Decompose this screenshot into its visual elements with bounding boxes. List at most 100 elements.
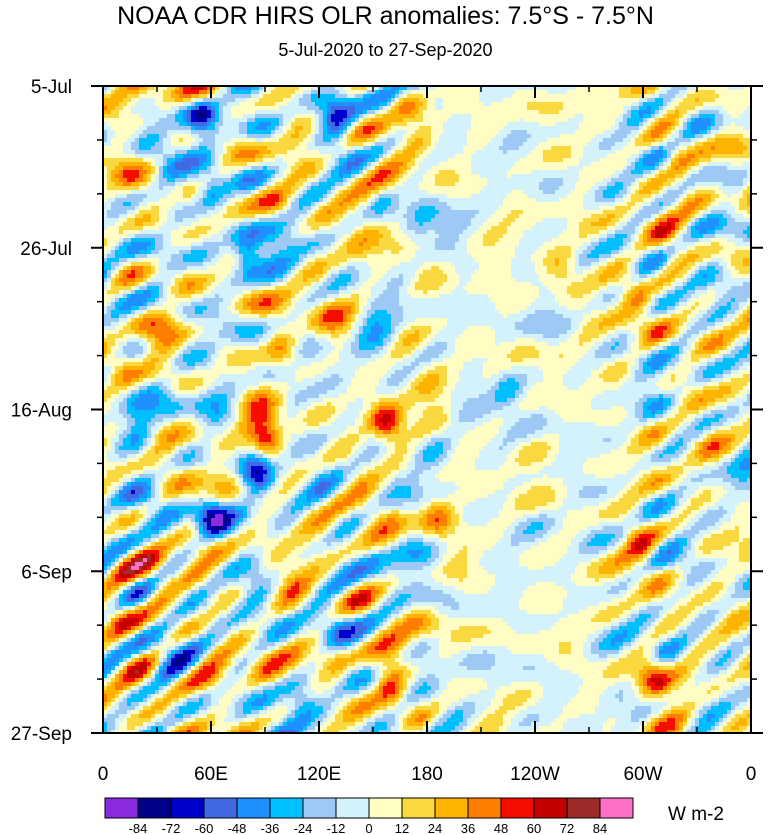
anomaly-cell <box>715 134 743 138</box>
anomaly-cell <box>255 190 259 194</box>
anomaly-cell <box>235 142 299 146</box>
anomaly-cell <box>427 230 435 234</box>
anomaly-cell <box>275 426 283 430</box>
anomaly-cell <box>215 86 219 90</box>
anomaly-cell <box>183 118 187 122</box>
anomaly-cell <box>715 298 719 302</box>
anomaly-cell <box>627 438 631 442</box>
anomaly-cell <box>707 290 715 294</box>
anomaly-cell <box>295 374 315 378</box>
anomaly-cell <box>315 406 335 410</box>
anomaly-cell <box>347 402 363 406</box>
anomaly-cell <box>139 450 143 454</box>
anomaly-cell <box>747 194 751 198</box>
anomaly-cell <box>379 134 387 138</box>
anomaly-cell <box>503 126 579 130</box>
anomaly-cell <box>115 350 123 354</box>
anomaly-cell <box>675 406 679 410</box>
anomaly-cell <box>707 138 715 142</box>
anomaly-cell <box>567 90 619 94</box>
anomaly-cell <box>335 330 347 334</box>
anomaly-cell <box>103 194 115 198</box>
anomaly-cell <box>211 178 231 182</box>
anomaly-cell <box>147 194 167 198</box>
anomaly-cell <box>343 322 347 326</box>
anomaly-cell <box>639 110 651 114</box>
anomaly-cell <box>335 242 343 246</box>
anomaly-cell <box>659 166 663 170</box>
anomaly-cell <box>415 106 419 110</box>
anomaly-cell <box>423 150 431 154</box>
anomaly-cell <box>355 226 363 230</box>
anomaly-cell <box>239 242 255 246</box>
anomaly-cell <box>211 170 219 174</box>
anomaly-cell <box>183 322 195 326</box>
anomaly-cell <box>671 406 675 410</box>
anomaly-cell <box>395 346 415 350</box>
anomaly-cell <box>155 266 159 270</box>
anomaly-cell <box>139 378 143 382</box>
anomaly-cell <box>651 334 663 338</box>
anomaly-cell <box>215 202 223 206</box>
anomaly-cell <box>103 170 107 174</box>
anomaly-cell <box>639 366 643 370</box>
anomaly-cell <box>647 130 651 134</box>
anomaly-cell <box>431 362 463 366</box>
anomaly-cell <box>407 226 467 230</box>
anomaly-cell <box>699 450 719 454</box>
anomaly-cell <box>363 146 371 150</box>
anomaly-cell <box>619 114 623 118</box>
anomaly-cell <box>283 198 287 202</box>
anomaly-cell <box>287 150 319 154</box>
anomaly-cell <box>347 182 351 186</box>
anomaly-cell <box>195 310 203 314</box>
anomaly-cell <box>215 134 247 138</box>
anomaly-cell <box>247 162 259 166</box>
anomaly-cell <box>419 278 447 282</box>
anomaly-cell <box>231 422 235 426</box>
anomaly-cell <box>123 442 131 446</box>
anomaly-cell <box>327 110 331 114</box>
anomaly-cell <box>351 334 355 338</box>
anomaly-cell <box>387 438 411 442</box>
anomaly-cell <box>355 370 387 374</box>
anomaly-cell <box>659 146 663 150</box>
anomaly-cell <box>175 162 199 166</box>
anomaly-cell <box>231 246 239 250</box>
anomaly-cell <box>191 118 199 122</box>
anomaly-cell <box>107 290 119 294</box>
anomaly-cell <box>607 282 639 286</box>
anomaly-cell <box>179 414 195 418</box>
anomaly-cell <box>671 434 675 438</box>
anomaly-cell <box>119 246 127 250</box>
anomaly-cell <box>203 454 211 458</box>
anomaly-cell <box>539 142 587 146</box>
anomaly-cell <box>695 118 711 122</box>
anomaly-cell <box>111 438 119 442</box>
anomaly-cell <box>239 298 243 302</box>
anomaly-cell <box>623 118 627 122</box>
anomaly-cell <box>231 266 239 270</box>
anomaly-cell <box>323 310 327 314</box>
anomaly-cell <box>103 190 131 194</box>
anomaly-cell <box>511 358 523 362</box>
anomaly-cell <box>475 426 499 430</box>
anomaly-cell <box>687 150 699 154</box>
anomaly-cell <box>227 90 231 94</box>
anomaly-cell <box>323 306 327 310</box>
anomaly-cell <box>631 438 639 442</box>
anomaly-cell <box>363 166 367 170</box>
anomaly-cell <box>235 302 243 306</box>
anomaly-cell <box>175 186 183 190</box>
anomaly-cell <box>231 114 243 118</box>
anomaly-cell <box>279 206 283 210</box>
anomaly-cell <box>275 402 279 406</box>
anomaly-cell <box>387 134 403 138</box>
anomaly-cell <box>395 410 399 414</box>
anomaly-cell <box>219 158 223 162</box>
anomaly-cell <box>731 254 751 258</box>
anomaly-cell <box>107 438 111 442</box>
anomaly-cell <box>227 202 235 206</box>
anomaly-cell <box>503 142 523 146</box>
anomaly-cell <box>139 138 159 142</box>
